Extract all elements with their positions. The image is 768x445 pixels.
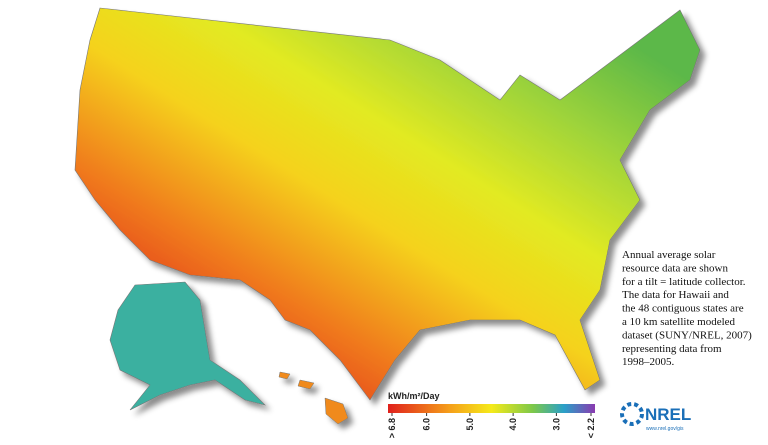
- legend-title: kWh/m²/Day: [388, 391, 440, 401]
- logo: NREL www.nrel.gov/gis: [620, 402, 691, 432]
- hawaii: [278, 371, 349, 425]
- logo-url: www.nrel.gov/gis: [646, 426, 684, 432]
- legend: kWh/m²/Day > 6.8 6.0 5.0 4.0 3.0 < 2.2: [387, 391, 596, 438]
- description-line: resource data are shown: [622, 262, 728, 274]
- description-line: The data for Hawaii and: [622, 289, 729, 301]
- description-line: the 48 contiguous states are: [622, 303, 744, 315]
- legend-tick-label: < 2.2: [586, 418, 596, 438]
- logo-icon: [620, 402, 644, 426]
- description-line: Annual average solar: [622, 249, 716, 261]
- description-line: 1998–2005.: [622, 356, 675, 368]
- legend-tick-label: 6.0: [422, 418, 432, 431]
- logo-name: NREL: [645, 405, 691, 424]
- description-line: dataset (SUNY/NREL, 2007): [622, 329, 752, 341]
- legend-tick-label: 3.0: [551, 418, 561, 431]
- alaska: [109, 281, 266, 411]
- color-bar: [388, 404, 595, 413]
- description-line: for a tilt = latitude collector.: [622, 276, 746, 288]
- description-line: a 10 km satellite modeled: [622, 316, 736, 328]
- legend-tick-label: > 6.8: [387, 418, 397, 438]
- description-line: representing data from: [622, 343, 722, 355]
- contiguous-us: [74, 7, 701, 401]
- legend-tick-label: 5.0: [465, 418, 475, 431]
- map: [74, 7, 701, 425]
- legend-tick-label: 4.0: [508, 418, 518, 431]
